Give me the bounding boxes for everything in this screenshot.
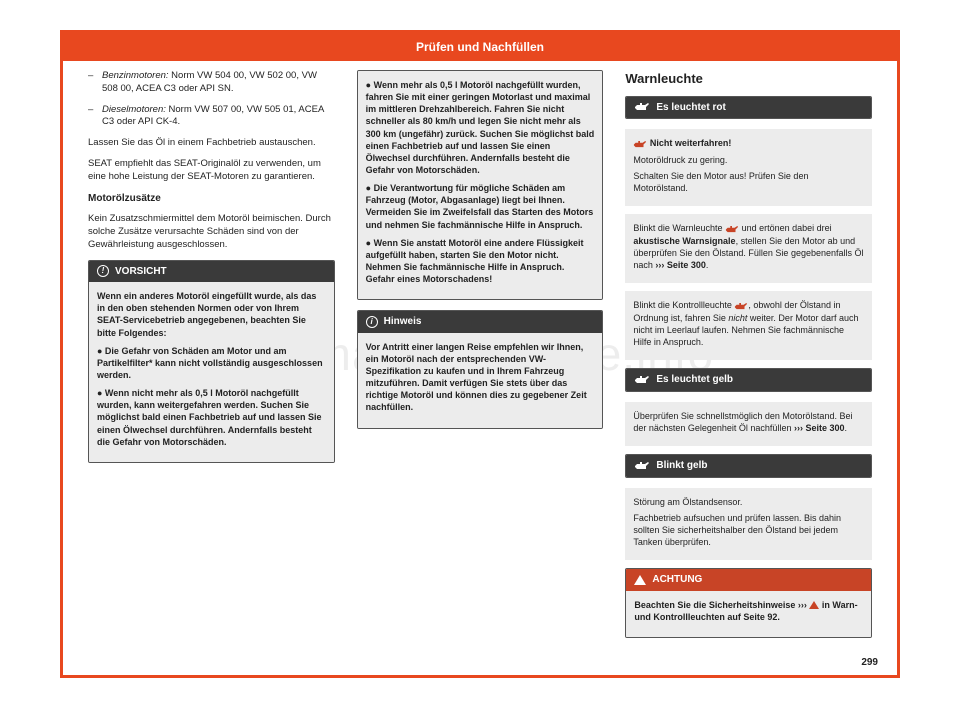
oil-can-icon	[725, 223, 739, 235]
vorsicht-text: ● Wenn nicht mehr als 0,5 l Motoröl nach…	[97, 387, 326, 448]
vorsicht-text: ● Die Verantwortung für mögliche Schäden…	[366, 182, 595, 231]
list-item: Dieselmotoren: Norm VW 507 00, VW 505 01…	[88, 104, 335, 130]
note-text: Blinkt die Warnleuchte und ertönen dabei…	[633, 222, 864, 271]
vorsicht-header: ! VORSICHT	[89, 261, 334, 283]
info-icon: !	[97, 265, 109, 277]
body-text: Lassen Sie das Öl in einem Fachbetrieb a…	[88, 137, 335, 150]
red-light-body: Nicht weiterfahren! Motoröldruck zu geri…	[625, 129, 872, 206]
blink-yellow-label: Blinkt gelb	[656, 459, 707, 473]
vorsicht-label: VORSICHT	[115, 265, 167, 279]
achtung-label: ACHTUNG	[652, 573, 702, 587]
red-light-note-2: Blinkt die Kontrollleuchte , obwohl der …	[625, 291, 872, 360]
warning-text: Schalten Sie den Motor aus! Prüfen Sie d…	[633, 170, 864, 194]
content-columns: Benzinmotoren: Norm VW 504 00, VW 502 00…	[88, 70, 872, 665]
column-1: Benzinmotoren: Norm VW 504 00, VW 502 00…	[88, 70, 335, 665]
red-light-box: Es leuchtet rot	[625, 96, 872, 120]
blink-yellow-body: Störung am Ölstandsensor. Fachbetrieb au…	[625, 488, 872, 561]
oil-can-icon	[634, 375, 650, 385]
vorsicht-text: ● Wenn Sie anstatt Motoröl eine andere F…	[366, 237, 595, 286]
section-heading: Motorölzusätze	[88, 192, 335, 206]
yellow-light-box: Es leuchtet gelb	[625, 368, 872, 392]
frame-border	[60, 30, 63, 678]
hinweis-text: Vor Antritt einer langen Reise empfehlen…	[366, 341, 595, 414]
hinweis-body: Vor Antritt einer langen Reise empfehlen…	[358, 333, 603, 428]
blink-yellow-header: Blinkt gelb	[626, 455, 871, 477]
red-light-note: Blinkt die Warnleuchte und ertönen dabei…	[625, 214, 872, 283]
page-number: 299	[861, 657, 878, 668]
vorsicht-box-cont: ● Wenn mehr als 0,5 l Motoröl nachgefüll…	[357, 70, 604, 300]
info-icon: i	[366, 316, 378, 328]
oil-can-icon	[634, 102, 650, 112]
note-text: Fachbetrieb aufsuchen und prüfen lassen.…	[633, 512, 864, 548]
warning-text: Nicht weiterfahren!	[633, 137, 864, 150]
red-light-label: Es leuchtet rot	[656, 101, 725, 115]
page-header-title: Prüfen und Nachfüllen	[416, 40, 544, 54]
hinweis-header: i Hinweis	[358, 311, 603, 333]
blink-yellow-box: Blinkt gelb	[625, 454, 872, 478]
vorsicht-body: ● Wenn mehr als 0,5 l Motoröl nachgefüll…	[358, 71, 603, 299]
body-text: SEAT empfiehlt das SEAT-Originalöl zu ve…	[88, 158, 335, 184]
column-3: Warnleuchte Es leuchtet rot Nicht weiter…	[625, 70, 872, 665]
achtung-body: Beachten Sie die Sicherheitshinweise ›››…	[626, 591, 871, 637]
warning-strong: Nicht weiterfahren!	[650, 138, 732, 148]
note-text: Überprüfen Sie schnellstmöglich den Moto…	[633, 410, 864, 434]
frame-border	[897, 30, 900, 678]
hinweis-label: Hinweis	[384, 315, 422, 329]
page-header: Prüfen und Nachfüllen	[63, 33, 897, 61]
column-2: ● Wenn mehr als 0,5 l Motoröl nachgefüll…	[357, 70, 604, 665]
achtung-box: ACHTUNG Beachten Sie die Sicherheitshinw…	[625, 568, 872, 638]
page-ref: ››› Seite 300	[655, 260, 706, 270]
warning-text: Motoröldruck zu gering.	[633, 154, 864, 166]
yellow-light-header: Es leuchtet gelb	[626, 369, 871, 391]
oil-can-icon	[734, 300, 748, 312]
yellow-light-label: Es leuchtet gelb	[656, 373, 733, 387]
note-text: Blinkt die Kontrollleuchte , obwohl der …	[633, 299, 864, 348]
achtung-header: ACHTUNG	[626, 569, 871, 591]
hinweis-box: i Hinweis Vor Antritt einer langen Reise…	[357, 310, 604, 428]
frame-border	[60, 675, 900, 678]
oil-can-icon	[634, 461, 650, 471]
oil-can-icon	[633, 138, 647, 150]
vorsicht-text: Wenn ein anderes Motoröl eingefüllt wurd…	[97, 290, 326, 339]
warning-triangle-icon	[809, 601, 819, 609]
section-title: Warnleuchte	[625, 70, 872, 88]
body-text: Kein Zusatzschmiermittel dem Motoröl bei…	[88, 213, 335, 251]
vorsicht-text: ● Wenn mehr als 0,5 l Motoröl nachgefüll…	[366, 79, 595, 176]
warning-triangle-icon	[634, 575, 646, 585]
page: Prüfen und Nachfüllen carmanualsonline.i…	[0, 0, 960, 708]
page-ref: ››› Seite 300	[794, 423, 845, 433]
achtung-text: Beachten Sie die Sicherheitshinweise ›››…	[634, 599, 863, 623]
vorsicht-box: ! VORSICHT Wenn ein anderes Motoröl eing…	[88, 260, 335, 463]
note-text: Störung am Ölstandsensor.	[633, 496, 864, 508]
list-item: Benzinmotoren: Norm VW 504 00, VW 502 00…	[88, 70, 335, 96]
engine-type-label: Dieselmotoren:	[102, 104, 166, 115]
yellow-light-body: Überprüfen Sie schnellstmöglich den Moto…	[625, 402, 872, 446]
vorsicht-text: ● Die Gefahr von Schäden am Motor und am…	[97, 345, 326, 381]
vorsicht-body: Wenn ein anderes Motoröl eingefüllt wurd…	[89, 282, 334, 462]
engine-type-label: Benzinmotoren:	[102, 70, 169, 81]
red-light-header: Es leuchtet rot	[626, 97, 871, 119]
